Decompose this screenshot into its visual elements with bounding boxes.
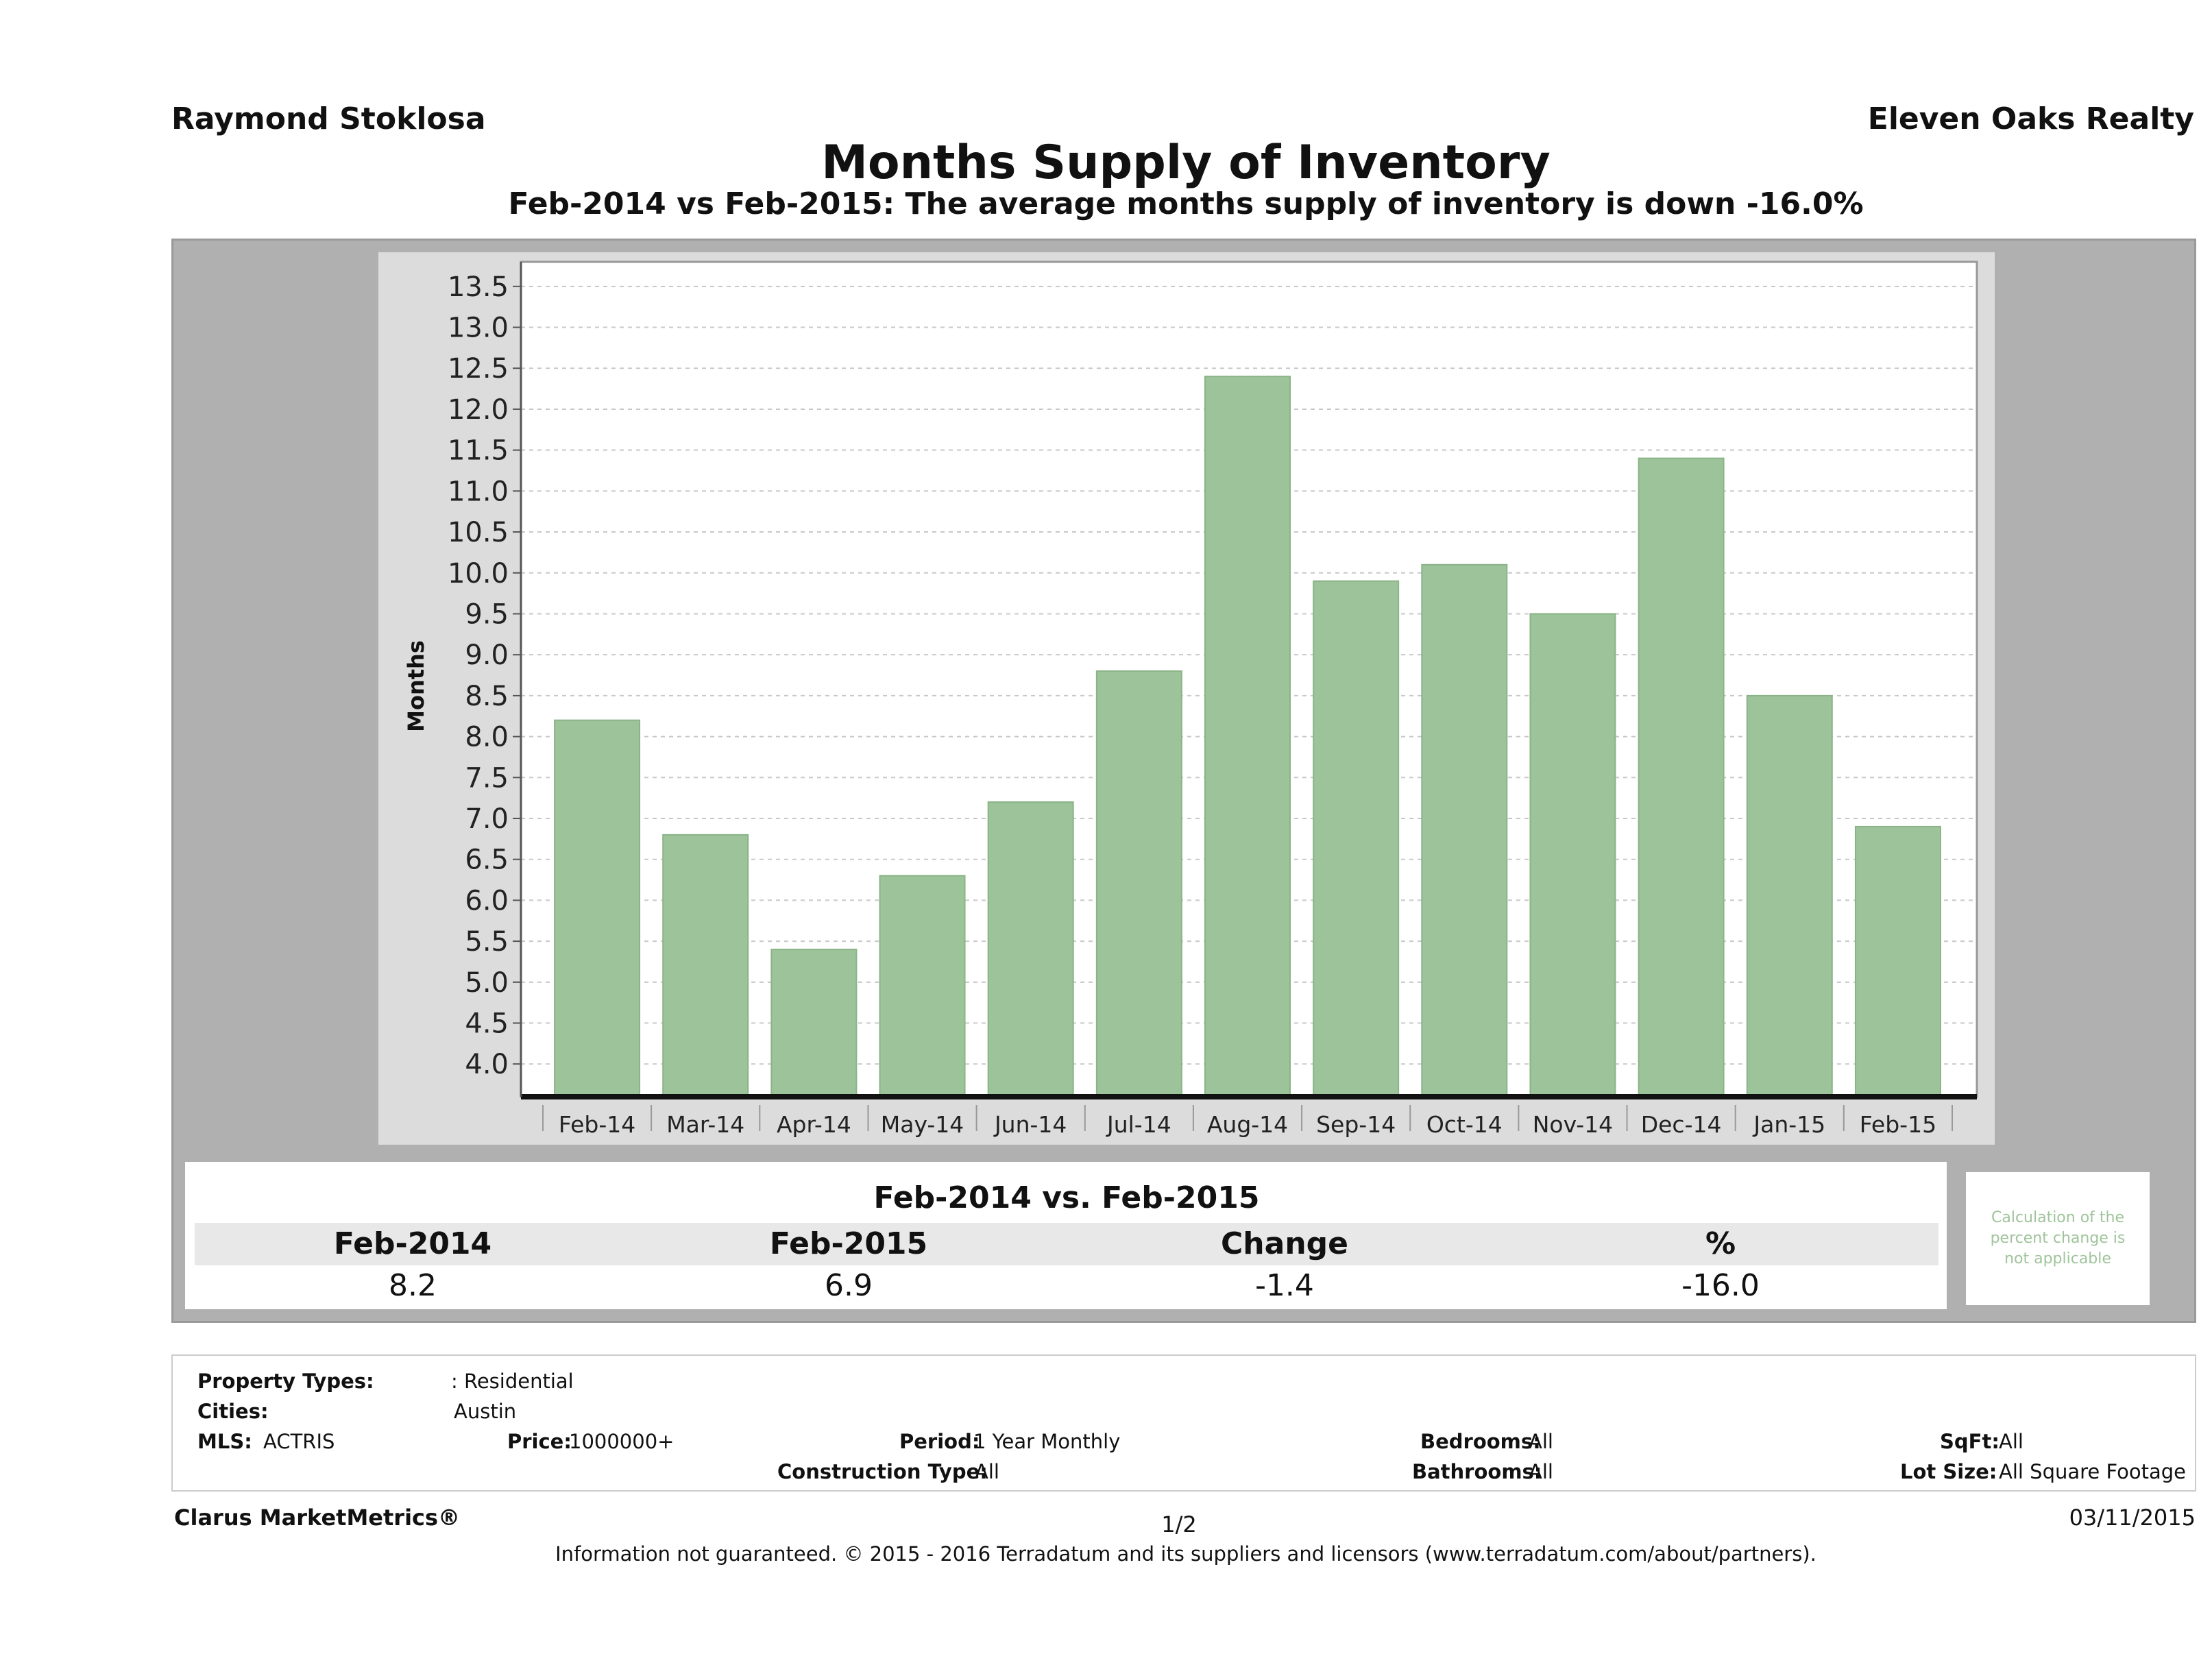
- mls-value: ACTRIS: [263, 1430, 335, 1453]
- bar-mar-14: [662, 834, 749, 1097]
- header-feb-2014: Feb-2014: [333, 1226, 492, 1261]
- property-types-label: Property Types:: [197, 1370, 374, 1393]
- cities-label: Cities:: [197, 1400, 269, 1423]
- y-tick-label: 13.0: [448, 313, 509, 344]
- page-number: 1/2: [1161, 1511, 1197, 1537]
- search-criteria: Property Types: : Residential Cities: Au…: [171, 1354, 2196, 1492]
- y-tick-label: 8.0: [465, 722, 509, 753]
- y-tick-label: 12.5: [448, 353, 509, 385]
- comparison-title: Feb-2014 vs. Feb-2015: [195, 1175, 1938, 1221]
- x-tick-label: Dec-14: [1641, 1111, 1722, 1138]
- x-tick-label: Mar-14: [666, 1111, 744, 1138]
- bar-feb-15: [1854, 825, 1941, 1097]
- x-tick-label: Jan-15: [1752, 1111, 1825, 1138]
- y-tick-label: 5.0: [465, 967, 509, 999]
- y-tick-label: 13.5: [448, 271, 509, 303]
- header-percent: %: [1705, 1226, 1736, 1261]
- x-tick-label: Sep-14: [1316, 1111, 1396, 1138]
- lot-size-value: All Square Footage: [1999, 1460, 2187, 1483]
- bathrooms-value: All: [1529, 1460, 1553, 1483]
- x-tick-label: Jun-14: [993, 1111, 1067, 1138]
- value-change: -1.4: [1255, 1268, 1314, 1303]
- y-tick-label: 10.0: [448, 558, 509, 589]
- y-tick-label: 7.0: [465, 803, 509, 835]
- footer-brand: Clarus MarketMetrics®: [174, 1505, 461, 1531]
- construction-type-label: Construction Type:: [777, 1460, 988, 1483]
- price-value: 1000000+: [569, 1430, 674, 1453]
- bar-jan-15: [1746, 694, 1833, 1097]
- bar-apr-14: [770, 949, 858, 1098]
- comparison-header-row: Feb-2014 Feb-2015 Change %: [195, 1223, 1938, 1265]
- bedrooms-value: All: [1529, 1430, 1553, 1453]
- brokerage-name: Eleven Oaks Realty: [1867, 101, 2194, 136]
- bar-chart: 13.5 13.0 12.5 12.0 11.5 11.0 10.5 10.0 9.5 9.0 8.…: [403, 260, 1978, 1138]
- bar-nov-14: [1529, 613, 1616, 1097]
- bar-jun-14: [987, 801, 1074, 1098]
- header-feb-2015: Feb-2015: [769, 1226, 928, 1261]
- bar-oct-14: [1421, 563, 1508, 1097]
- bedrooms-label: Bedrooms:: [1420, 1430, 1541, 1453]
- value-percent: -16.0: [1681, 1268, 1760, 1303]
- percent-change-note-text: Calculation of the percent change is not…: [1990, 1209, 2126, 1267]
- x-tick-label: Nov-14: [1533, 1111, 1613, 1138]
- chart-title: Months Supply of Inventory: [821, 136, 1551, 190]
- y-tick-label: 4.0: [465, 1049, 509, 1080]
- value-feb-2014: 8.2: [389, 1268, 437, 1303]
- footer-disclaimer: Information not guaranteed. © 2015 - 201…: [555, 1542, 1816, 1566]
- y-axis-label: Months: [403, 640, 429, 732]
- report-date: 03/11/2015: [2069, 1505, 2196, 1531]
- x-tick-label: Jul-14: [1106, 1111, 1171, 1138]
- x-tick-label: Apr-14: [777, 1111, 851, 1138]
- y-tick-label: 5.5: [465, 926, 509, 958]
- sqft-value: All: [1999, 1430, 2023, 1453]
- period-label: Period:: [899, 1430, 980, 1453]
- y-tick-label: 6.5: [465, 844, 509, 876]
- header-change: Change: [1221, 1226, 1348, 1261]
- y-tick-label: 6.0: [465, 885, 509, 916]
- mls-label: MLS:: [197, 1430, 252, 1453]
- x-tick-label: Feb-14: [559, 1111, 635, 1138]
- percent-change-note: Calculation of the percent change is not…: [1966, 1172, 2150, 1305]
- bar-sep-14: [1313, 580, 1400, 1097]
- y-tick-label: 11.0: [448, 476, 509, 507]
- bar-dec-14: [1638, 457, 1725, 1097]
- comparison-value-row: 8.2 6.9 -1.4 -16.0: [195, 1267, 1938, 1305]
- y-tick-label: 12.0: [448, 394, 509, 426]
- y-tick-label: 9.5: [465, 598, 509, 630]
- bathrooms-label: Bathrooms:: [1412, 1460, 1542, 1483]
- y-tick-label: 10.5: [448, 517, 509, 548]
- lot-size-label: Lot Size:: [1900, 1460, 1997, 1483]
- bar-aug-14: [1204, 376, 1291, 1097]
- price-label: Price:: [507, 1430, 572, 1453]
- x-tick-label: Aug-14: [1207, 1111, 1288, 1138]
- y-tick-label: 11.5: [448, 435, 509, 467]
- y-tick-label: 9.0: [465, 640, 509, 671]
- y-tick-label: 7.5: [465, 762, 509, 794]
- y-tick-label: 4.5: [465, 1008, 509, 1040]
- x-tick-label: Feb-15: [1860, 1111, 1936, 1138]
- chart-subtitle: Feb-2014 vs Feb-2015: The average months…: [508, 186, 1864, 221]
- period-value: 1 Year Monthly: [973, 1430, 1121, 1453]
- property-types-value: : Residential: [451, 1370, 574, 1393]
- y-tick-label: 8.5: [465, 681, 509, 712]
- cities-value: Austin: [454, 1400, 517, 1423]
- x-tick-label: Oct-14: [1426, 1111, 1503, 1138]
- x-tick-label: May-14: [881, 1111, 964, 1138]
- value-feb-2015: 6.9: [825, 1268, 873, 1303]
- bar-feb-14: [554, 719, 641, 1097]
- bar-may-14: [879, 875, 966, 1098]
- construction-type-value: All: [975, 1460, 999, 1483]
- sqft-label: SqFt:: [1940, 1430, 2000, 1453]
- agent-name: Raymond Stoklosa: [171, 101, 486, 136]
- bar-jul-14: [1095, 670, 1182, 1097]
